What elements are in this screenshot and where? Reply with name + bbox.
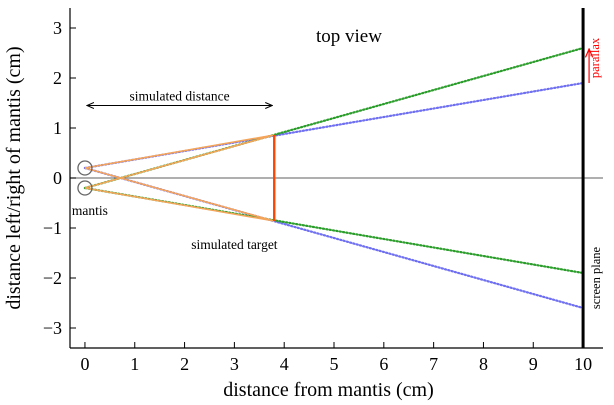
x-tick-label-0: 0: [80, 354, 89, 374]
x-tick-label-7: 7: [429, 354, 438, 374]
y-tick-label--3: −3: [43, 318, 62, 338]
screen-plane-label: screen plane: [589, 246, 603, 309]
y-tick-label-3: 3: [53, 18, 62, 38]
y-tick-label-1: 1: [53, 118, 62, 138]
x-tick-label-6: 6: [379, 354, 388, 374]
series-line-orange-5: [84, 134, 275, 189]
x-tick-label-10: 10: [574, 354, 592, 374]
chart-title: top view: [316, 26, 382, 47]
simulated-distance-label: simulated distance: [130, 89, 230, 104]
y-tick-label-0: 0: [53, 168, 62, 188]
y-axis-label: distance left/right of mantis (cm): [3, 46, 25, 309]
x-tick-label-2: 2: [180, 354, 189, 374]
x-tick-label-5: 5: [330, 354, 339, 374]
eye-marker-right: [77, 180, 93, 196]
series-line-orange-6: [84, 167, 275, 222]
x-tick-label-3: 3: [230, 354, 239, 374]
x-tick-label-1: 1: [130, 354, 139, 374]
y-tick-label--1: −1: [43, 218, 62, 238]
x-tick-label-4: 4: [280, 354, 289, 374]
series-line-orange-7: [84, 187, 275, 222]
x-tick-label-9: 9: [529, 354, 538, 374]
y-tick-label--2: −2: [43, 268, 62, 288]
mantis-label: mantis: [72, 203, 108, 218]
series-line-orange-4: [84, 134, 275, 169]
eye-marker-left: [77, 160, 93, 176]
y-tick-label-2: 2: [53, 68, 62, 88]
x-axis-label: distance from mantis (cm): [223, 379, 434, 401]
x-tick-label-8: 8: [479, 354, 488, 374]
parallax-label: parallax: [588, 37, 602, 78]
simulated-target-label: simulated target: [191, 237, 278, 252]
